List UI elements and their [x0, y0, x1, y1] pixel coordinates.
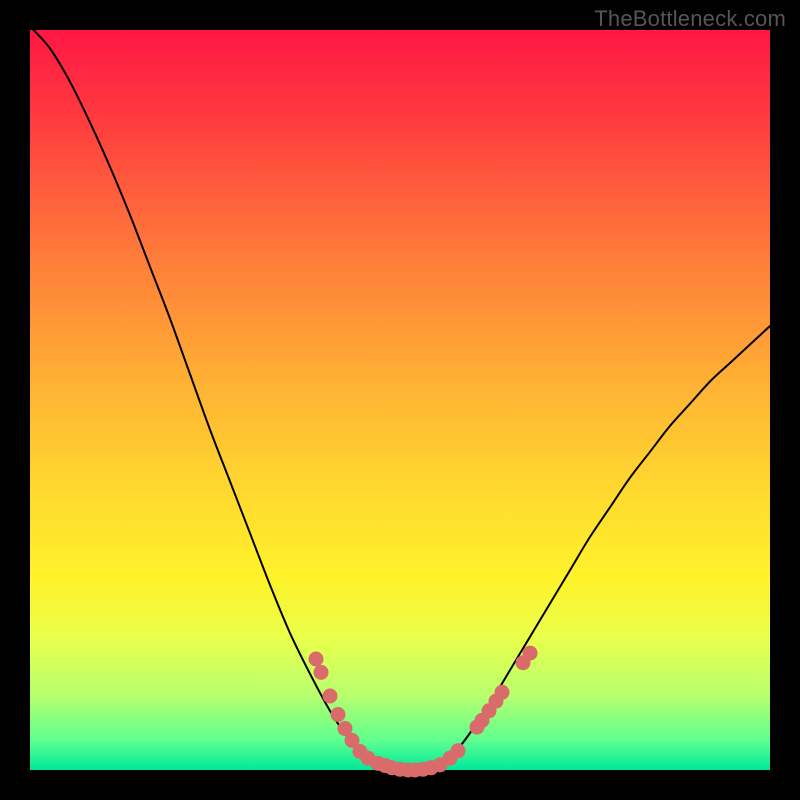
- plot-area: [30, 30, 770, 770]
- scatter-point: [309, 652, 324, 667]
- chart-overlay: [30, 30, 770, 770]
- scatter-point: [451, 743, 466, 758]
- scatter-point: [314, 665, 329, 680]
- scatter-point: [323, 689, 338, 704]
- scatter-point: [495, 685, 510, 700]
- v-curve-line: [30, 26, 770, 770]
- scatter-point: [523, 646, 538, 661]
- scatter-points: [309, 646, 538, 778]
- scatter-point: [331, 707, 346, 722]
- watermark-text: TheBottleneck.com: [594, 6, 786, 32]
